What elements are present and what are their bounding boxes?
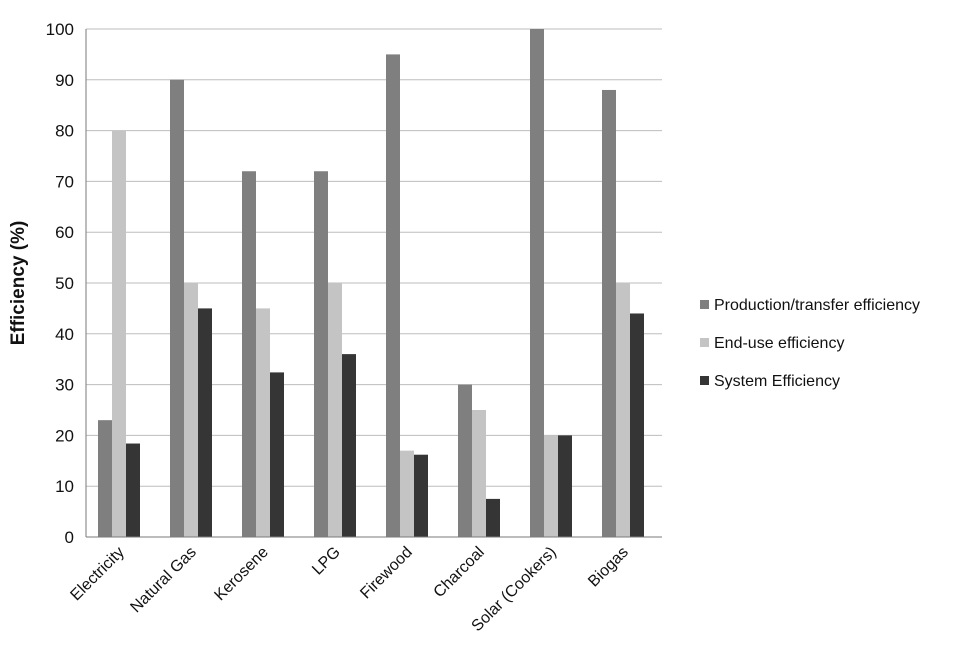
y-tick-label: 50 xyxy=(55,274,74,293)
x-tick-label: Natural Gas xyxy=(127,544,199,616)
bar-0-3 xyxy=(314,171,328,538)
bar-0-7 xyxy=(602,89,616,538)
bar-0-1 xyxy=(170,79,184,538)
y-tick-label: 90 xyxy=(55,71,74,90)
bar-1-0 xyxy=(112,130,126,537)
bar-1-4 xyxy=(400,450,414,537)
bars xyxy=(98,29,644,538)
bar-1-7 xyxy=(616,283,630,537)
bar-2-7 xyxy=(630,313,644,537)
x-tick-label: Kerosene xyxy=(211,544,272,605)
legend-label: End-use efficiency xyxy=(714,335,844,352)
bar-2-1 xyxy=(198,308,212,537)
bar-1-6 xyxy=(544,435,558,537)
x-tick-label: LPG xyxy=(309,544,344,579)
bar-1-5 xyxy=(472,410,486,537)
bar-0-0 xyxy=(98,420,112,537)
bar-2-6 xyxy=(558,435,572,537)
legend-swatch xyxy=(700,300,709,309)
x-tick-label: Firewood xyxy=(357,544,416,603)
x-tick-label: Charcoal xyxy=(431,544,488,601)
bar-1-3 xyxy=(328,283,342,537)
bar-2-0 xyxy=(126,443,140,537)
legend-swatch xyxy=(700,338,709,347)
bar-1-2 xyxy=(256,308,270,537)
legend-swatch xyxy=(700,376,709,385)
y-tick-label: 40 xyxy=(55,325,74,344)
y-tick-label: 30 xyxy=(55,376,74,395)
legend: Production/transfer efficiency End-use ef… xyxy=(700,297,920,390)
y-tick-labels: 0 10 20 30 40 50 60 70 80 90 100 xyxy=(46,20,74,547)
y-tick-label: 100 xyxy=(46,20,74,39)
y-tick-label: 80 xyxy=(55,122,74,141)
bar-2-4 xyxy=(414,454,428,537)
bar-0-4 xyxy=(386,54,400,538)
legend-label: System Efficiency xyxy=(714,373,840,390)
y-tick-label: 0 xyxy=(65,528,74,547)
x-tick-label: Electricity xyxy=(67,544,127,604)
x-tick-labels: Electricity Natural Gas Kerosene LPG Firewoo… xyxy=(67,544,631,635)
legend-label: Production/transfer efficiency xyxy=(714,297,920,314)
y-axis-title: Efficiency (%) xyxy=(8,221,29,346)
bar-2-2 xyxy=(270,372,284,537)
bar-0-6 xyxy=(530,29,544,537)
axes xyxy=(85,29,662,538)
bar-0-2 xyxy=(242,171,256,538)
x-tick-label: Biogas xyxy=(585,544,632,591)
y-tick-label: 20 xyxy=(55,426,74,445)
y-tick-label: 70 xyxy=(55,172,74,191)
bar-0-5 xyxy=(458,384,472,537)
bar-1-1 xyxy=(184,283,198,537)
y-tick-label: 10 xyxy=(55,477,74,496)
bar-2-3 xyxy=(342,354,356,537)
bar-2-5 xyxy=(486,498,500,537)
y-tick-label: 60 xyxy=(55,223,74,242)
